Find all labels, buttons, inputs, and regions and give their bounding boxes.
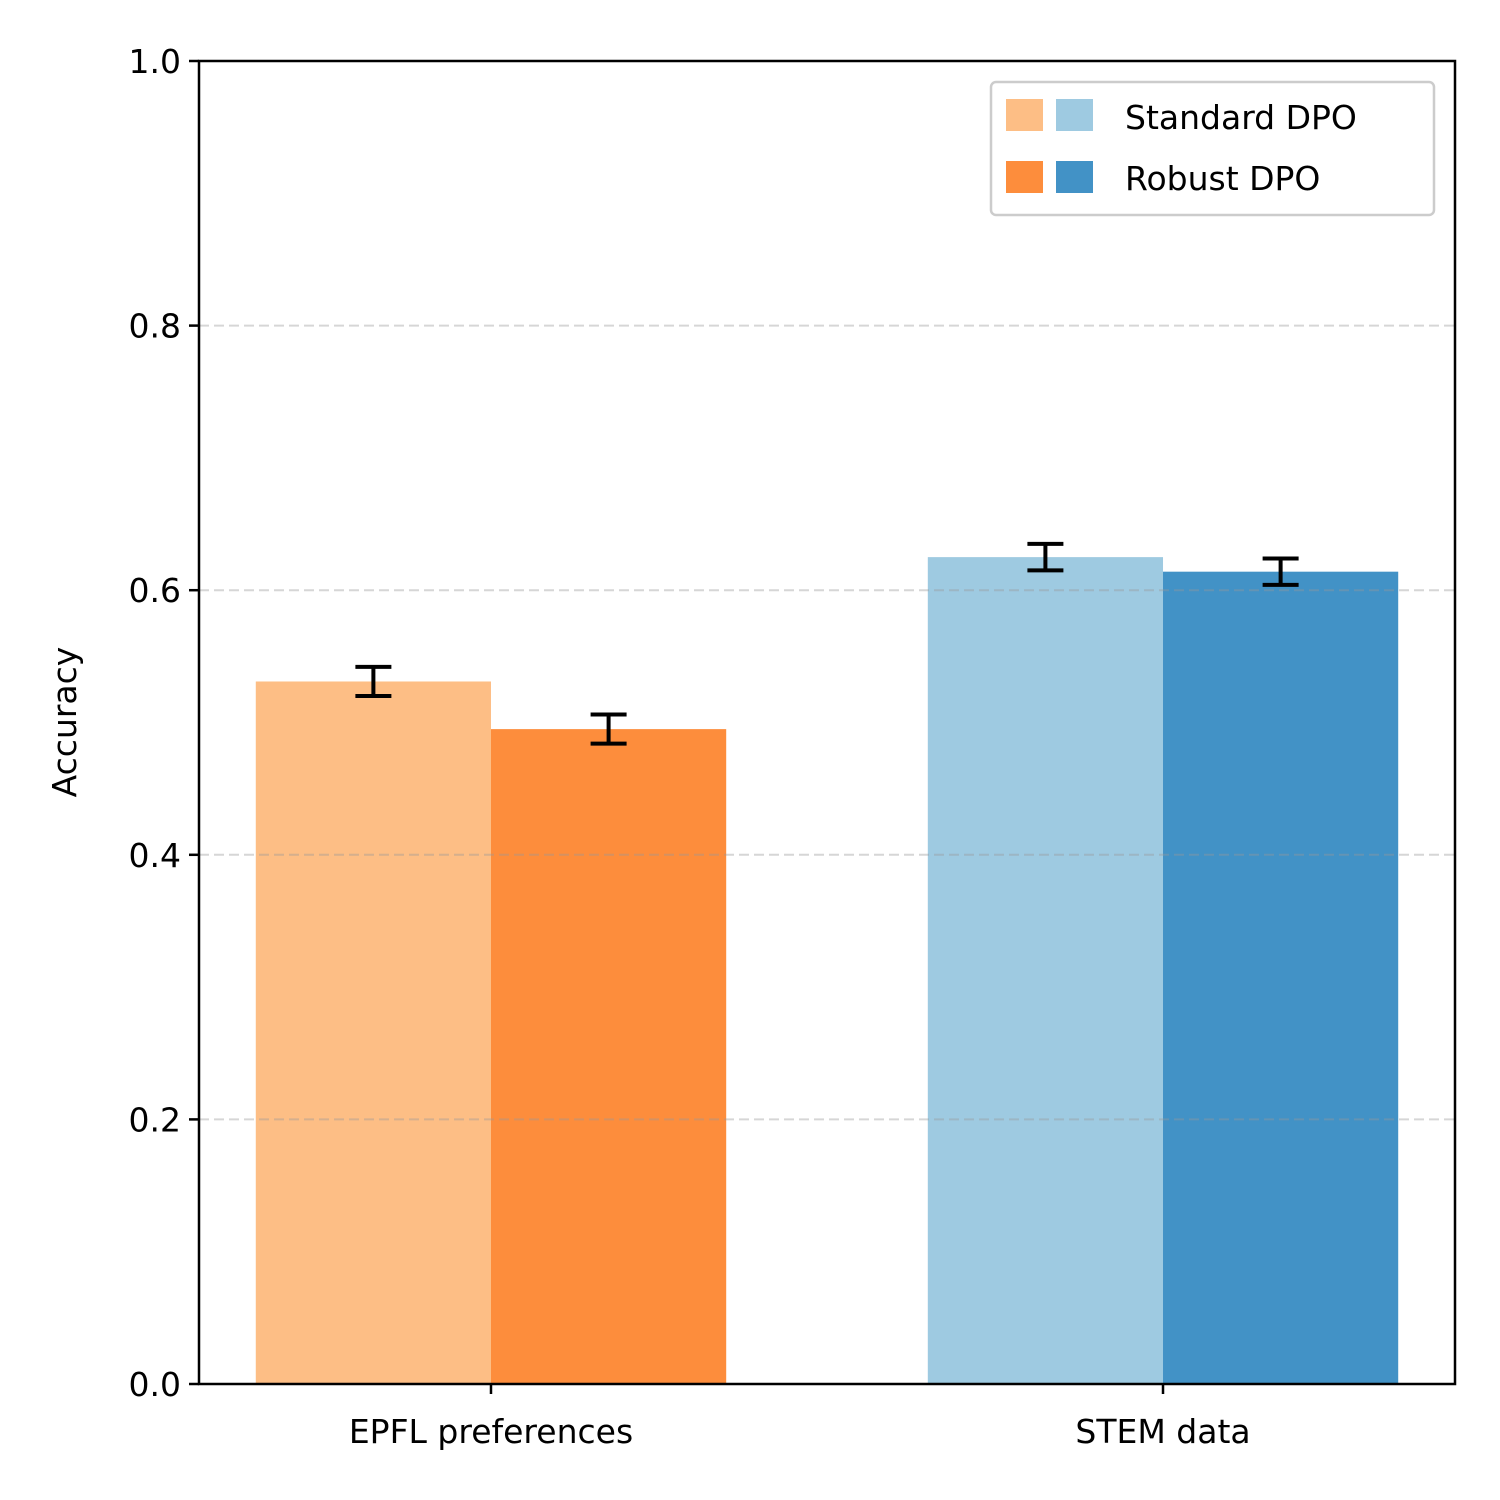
bar — [927, 557, 1164, 1384]
legend-label-robust: Robust DPO — [1125, 159, 1320, 198]
y-tick-label: 0.6 — [129, 571, 181, 610]
bar — [255, 681, 491, 1384]
legend-label-standard: Standard DPO — [1125, 98, 1357, 137]
legend-swatch-robust-blue — [1056, 161, 1093, 193]
y-tick-label: 0.0 — [129, 1365, 181, 1404]
error-bars — [355, 541, 1299, 746]
x-axis: EPFL preferences STEM data — [349, 1384, 1251, 1451]
error-bar — [590, 712, 627, 746]
bars — [255, 557, 1399, 1384]
legend: Standard DPO Robust DPO — [989, 80, 1436, 217]
x-tick-label: EPFL preferences — [349, 1412, 633, 1451]
error-bar — [355, 664, 392, 699]
error-bar — [1027, 541, 1064, 573]
y-tick-label: 1.0 — [129, 42, 181, 81]
legend-swatch-standard-orange — [1006, 99, 1043, 131]
bar — [490, 729, 727, 1384]
plot-frame — [197, 59, 1457, 1386]
legend-swatch-robust-orange — [1006, 161, 1043, 193]
y-tick-label: 0.4 — [129, 836, 181, 875]
legend-box — [989, 80, 1436, 217]
y-tick-label: 0.8 — [129, 307, 181, 346]
y-axis-label: Accuracy — [45, 647, 84, 798]
y-axis: 0.0 0.2 0.4 0.6 0.8 1.0 — [129, 42, 199, 1404]
x-tick-label: STEM data — [1075, 1412, 1250, 1451]
bar — [1163, 571, 1399, 1384]
y-tick-label: 0.2 — [129, 1100, 181, 1139]
legend-swatch-standard-blue — [1056, 99, 1093, 131]
error-bar — [1262, 556, 1299, 587]
